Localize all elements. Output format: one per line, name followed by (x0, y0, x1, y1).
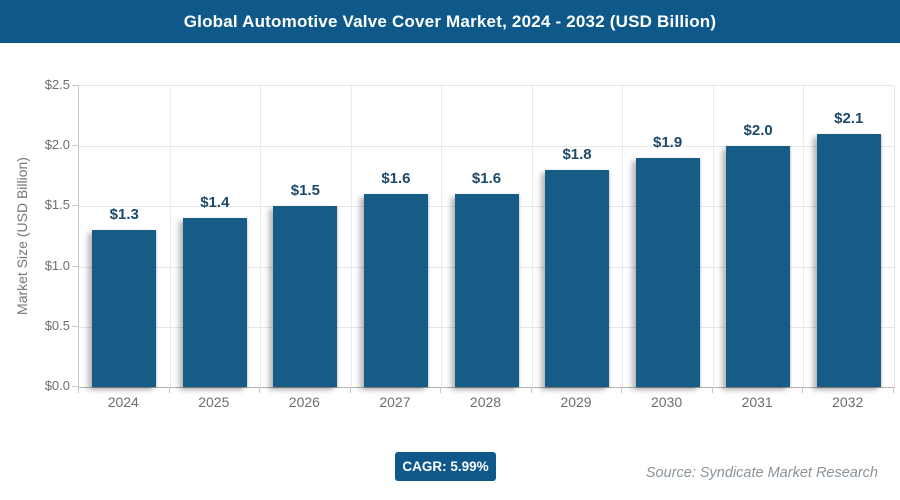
y-tick-label: $0.0 (44, 378, 70, 393)
y-tick-mark (72, 265, 78, 267)
x-tick-mark (78, 387, 79, 393)
y-tick-label: $2.5 (44, 77, 70, 92)
bar-value-label: $1.8 (562, 146, 592, 164)
y-tick-mark (72, 386, 78, 387)
bar[interactable] (182, 218, 247, 387)
gridline-vertical (531, 86, 533, 387)
source-credit: Source: Syndicate Market Research (645, 465, 878, 481)
x-category-label: 2026 (288, 394, 320, 410)
bar[interactable] (545, 170, 610, 387)
y-tick-label: $1.0 (44, 257, 70, 273)
bar[interactable] (726, 146, 791, 387)
x-category-label: 2024 (107, 394, 139, 410)
x-tick-mark (621, 387, 623, 393)
y-tick-label: $2.0 (44, 137, 70, 153)
bar-value-label: $2.0 (743, 122, 773, 140)
x-category-label: 2031 (741, 394, 773, 410)
bar-value-label: $1.9 (653, 134, 683, 152)
y-tick-mark (72, 85, 78, 86)
y-tick-label: $0.5 (44, 317, 70, 333)
cagr-label: CAGR: 5.99% (402, 459, 489, 474)
gridline-vertical (260, 86, 262, 387)
y-tick-mark (72, 205, 78, 207)
bar-value-label: $2.1 (834, 110, 864, 128)
gridline-vertical (803, 86, 805, 387)
x-category-label: 2032 (832, 394, 864, 410)
gridline-vertical (169, 86, 171, 387)
x-tick-mark (349, 387, 351, 393)
bar[interactable] (92, 230, 157, 387)
bar[interactable] (363, 194, 428, 387)
y-axis-title: Market Size (USD Billion) (14, 157, 30, 315)
plot-area: $1.3 $1.4 $1.5 $1.6 $1.6 $1.8 $1.9 $2.0 $2.1 (78, 85, 895, 388)
gridline-horizontal (79, 146, 894, 148)
x-category-label: 2029 (560, 394, 592, 410)
x-category-label: 2028 (469, 394, 502, 410)
bar[interactable] (454, 194, 519, 387)
x-tick-mark (711, 387, 713, 393)
bar-value-label: $1.3 (109, 206, 139, 224)
cagr-badge: CAGR: 5.99% (395, 452, 496, 481)
gridline-vertical (441, 86, 443, 387)
x-tick-mark (893, 387, 894, 393)
chart-title-bar: Global Automotive Valve Cover Market, 20… (0, 0, 900, 43)
x-tick-mark (440, 387, 442, 393)
x-tick-mark (802, 387, 804, 393)
gridline-vertical (350, 86, 352, 387)
chart-title: Global Automotive Valve Cover Market, 20… (183, 11, 717, 31)
y-tick-label: $1.5 (44, 197, 70, 213)
x-tick-mark (530, 387, 532, 393)
x-category-label: 2027 (379, 394, 411, 410)
gridline-vertical (712, 86, 714, 387)
y-tick-mark (72, 325, 78, 327)
gridline-vertical (622, 86, 624, 387)
x-category-label: 2030 (651, 394, 683, 410)
x-category-label: 2025 (198, 394, 230, 410)
x-tick-mark (259, 387, 261, 393)
bar-value-label: $1.6 (381, 170, 411, 188)
bar[interactable] (273, 206, 338, 387)
y-tick-mark (72, 145, 78, 147)
bar-value-label: $1.5 (290, 182, 320, 200)
bar-value-label: $1.6 (471, 170, 502, 188)
bar[interactable] (635, 158, 700, 387)
x-tick-mark (168, 387, 170, 393)
bar-value-label: $1.4 (200, 194, 230, 212)
bar[interactable] (816, 134, 881, 387)
